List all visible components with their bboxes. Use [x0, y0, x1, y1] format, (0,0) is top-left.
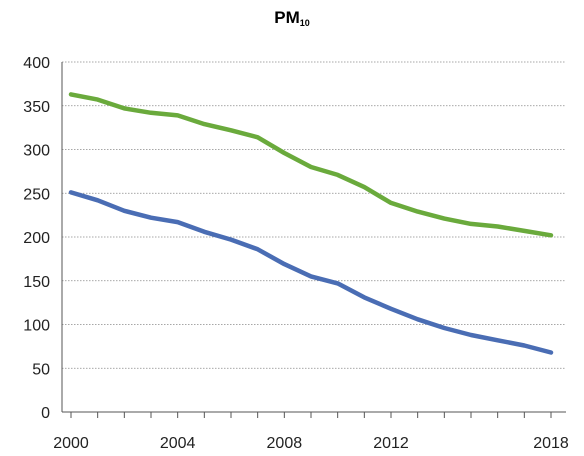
series-line-2 [68, 190, 554, 355]
y-tick-label-300: 300 [23, 143, 50, 160]
x-tick-labels: 2000 2004 2008 2012 2018 [53, 435, 569, 452]
series-lines [68, 92, 554, 355]
x-tick-label-2008: 2008 [267, 435, 303, 452]
y-tick-label-400: 400 [23, 55, 50, 72]
x-tick-label-2004: 2004 [160, 435, 196, 452]
y-tick-label-200: 200 [23, 230, 50, 247]
y-tick-labels: 0 50 100 150 200 250 300 350 400 [23, 55, 50, 422]
y-tick-label-250: 250 [23, 186, 50, 203]
x-tick-label-2000: 2000 [53, 435, 89, 452]
y-tick-label-350: 350 [23, 99, 50, 116]
y-tick-label-0: 0 [41, 405, 50, 422]
y-tick-label-150: 150 [23, 274, 50, 291]
gridlines [62, 61, 566, 369]
y-tick-label-100: 100 [23, 318, 50, 335]
chart-title-subscript: 10 [299, 18, 310, 28]
chart-title-text: PM [274, 8, 300, 27]
chart-title: PM10 [0, 8, 584, 28]
axes [61, 62, 566, 418]
y-tick-label-50: 50 [32, 361, 50, 378]
x-tick-label-2018: 2018 [533, 435, 569, 452]
x-tick-label-2012: 2012 [373, 435, 409, 452]
series-line-1 [68, 92, 554, 238]
